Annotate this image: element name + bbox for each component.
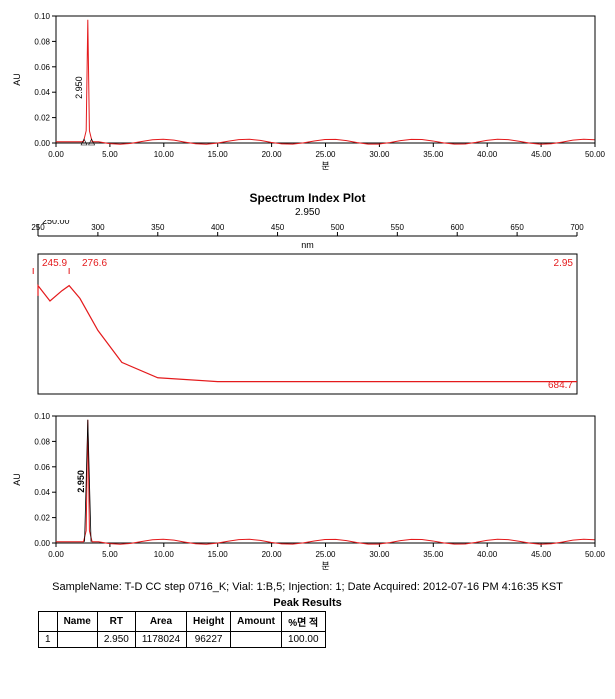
svg-text:276.6: 276.6 [82,258,107,269]
spectrum-title: Spectrum Index Plot [8,191,607,205]
svg-text:250.00: 250.00 [42,220,70,226]
table-cell: 2.950 [97,632,135,648]
svg-text:30.00: 30.00 [369,550,390,559]
svg-text:15.00: 15.00 [208,150,229,159]
chromatogram-bottom: 0.00 0.02 0.04 0.06 0.08 0.10 0.00 5.00 10.00 15.… [8,408,607,573]
svg-text:0.10: 0.10 [34,12,50,21]
svg-text:0.08: 0.08 [34,437,50,446]
svg-text:20.00: 20.00 [262,150,283,159]
svg-text:600: 600 [451,223,465,232]
svg-text:0.00: 0.00 [34,539,50,548]
svg-text:700: 700 [570,223,584,232]
svg-text:300: 300 [91,223,105,232]
table-header: RT [97,612,135,632]
table-header: Area [135,612,186,632]
svg-text:AU: AU [12,73,22,86]
svg-text:0.00: 0.00 [48,150,64,159]
svg-text:0.08: 0.08 [34,37,50,46]
svg-text:분: 분 [321,561,329,571]
svg-text:2.950: 2.950 [76,470,86,493]
svg-text:245.9: 245.9 [42,258,67,269]
table-row: 1 2.950117802496227 100.00 [39,632,326,648]
svg-text:0.02: 0.02 [34,514,50,523]
svg-text:650: 650 [510,223,524,232]
peak-results-table: NameRTAreaHeightAmount%면 적 1 2.9501178024… [38,611,326,648]
table-header: Name [57,612,97,632]
table-cell: 100.00 [281,632,325,648]
svg-text:25.00: 25.00 [315,550,336,559]
svg-text:20.00: 20.00 [262,550,283,559]
svg-text:40.00: 40.00 [477,550,498,559]
svg-text:40.00: 40.00 [477,150,498,159]
svg-text:550: 550 [391,223,405,232]
svg-text:0.00: 0.00 [48,550,64,559]
spectrum-plot: 250300350400450500550600650700nm250.0024… [8,220,607,400]
svg-text:5.00: 5.00 [102,550,118,559]
table-cell: 96227 [187,632,231,648]
svg-text:0.04: 0.04 [34,88,50,97]
svg-text:450: 450 [271,223,285,232]
table-cell: 1 [39,632,58,648]
svg-text:684.7: 684.7 [548,380,573,391]
svg-text:0.06: 0.06 [34,63,50,72]
svg-text:35.00: 35.00 [423,150,444,159]
svg-text:25.00: 25.00 [315,150,336,159]
table-cell [57,632,97,648]
svg-text:50.00: 50.00 [585,550,606,559]
table-header: Height [187,612,231,632]
svg-text:30.00: 30.00 [369,150,390,159]
svg-text:AU: AU [12,473,22,486]
svg-text:0.00: 0.00 [34,139,50,148]
svg-text:10.00: 10.00 [154,550,175,559]
svg-text:400: 400 [211,223,225,232]
svg-text:0.06: 0.06 [34,463,50,472]
svg-text:분: 분 [321,161,329,171]
svg-text:0.02: 0.02 [34,114,50,123]
svg-text:10.00: 10.00 [154,150,175,159]
svg-text:500: 500 [331,223,345,232]
svg-text:nm: nm [301,240,314,250]
svg-text:0.10: 0.10 [34,412,50,421]
svg-text:2.950: 2.950 [74,76,84,99]
svg-text:50.00: 50.00 [585,150,606,159]
table-header [39,612,58,632]
table-cell [231,632,282,648]
svg-text:15.00: 15.00 [208,550,229,559]
svg-text:45.00: 45.00 [531,150,552,159]
chromatogram-top: 0.00 0.02 0.04 0.06 0.08 0.10 0.00 5.00 10.00 15.… [8,8,607,173]
svg-text:5.00: 5.00 [102,150,118,159]
spectrum-subtitle: 2.950 [8,207,607,218]
table-header: Amount [231,612,282,632]
svg-text:0.04: 0.04 [34,488,50,497]
table-header: %면 적 [281,612,325,632]
sample-info: SampleName: T-D CC step 0716_K; Vial: 1:… [8,581,607,593]
svg-text:2.95: 2.95 [554,258,574,269]
svg-text:350: 350 [151,223,165,232]
svg-text:45.00: 45.00 [531,550,552,559]
svg-text:35.00: 35.00 [423,550,444,559]
table-cell: 1178024 [135,632,186,648]
peak-results-title: Peak Results [8,597,607,609]
